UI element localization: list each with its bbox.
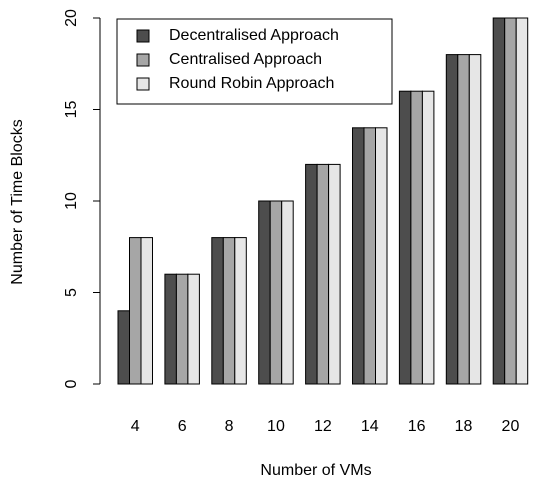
bar-1-18 [445, 54, 459, 385]
x-axis-title: Number of VMs [260, 462, 371, 479]
x-tick-label: 14 [361, 418, 379, 435]
bar-1-6 [164, 273, 177, 385]
bar-3-10 [281, 200, 294, 385]
x-tick-label: 16 [408, 418, 426, 435]
x-tick-label: 6 [178, 418, 187, 435]
bar-3-4 [140, 237, 153, 385]
bar-2-20 [504, 17, 517, 385]
y-tick-label: 15 [63, 101, 80, 119]
bar-2-18 [457, 54, 470, 385]
y-tick-label: 10 [63, 192, 80, 210]
x-tick-label: 4 [131, 418, 140, 435]
legend-label: Decentralised Approach [169, 27, 339, 44]
bar-3-16 [421, 90, 435, 385]
bar-3-8 [234, 237, 247, 385]
bar-2-8 [222, 237, 236, 385]
bar-2-4 [129, 237, 142, 385]
legend-label: Centralised Approach [169, 51, 322, 68]
bar-2-14 [363, 127, 376, 385]
y-axis-title: Number of Time Blocks [9, 119, 26, 284]
bar-3-12 [328, 163, 341, 385]
x-tick-label: 8 [225, 418, 234, 435]
bar-1-16 [398, 90, 412, 385]
bar-1-10 [258, 200, 271, 385]
legend-label: Round Robin Approach [169, 75, 334, 92]
x-tick-label: 12 [314, 418, 332, 435]
bar-1-4 [117, 310, 130, 385]
x-tick-label: 18 [455, 418, 473, 435]
bar-2-6 [175, 273, 189, 385]
bar-2-12 [316, 163, 330, 385]
x-tick-label: 20 [502, 418, 520, 435]
bar-1-12 [305, 163, 318, 385]
bar-2-16 [410, 90, 423, 385]
legend-box [116, 18, 393, 105]
legend-swatch [136, 53, 150, 67]
legend-swatch [136, 29, 150, 43]
bar-3-14 [375, 127, 388, 385]
bar-3-6 [187, 273, 200, 385]
bar-1-8 [211, 237, 224, 385]
y-tick-label: 20 [63, 9, 80, 27]
y-tick-label: 0 [63, 379, 80, 388]
bar-1-14 [352, 127, 365, 385]
bar-2-10 [269, 200, 283, 385]
legend: Decentralised Approach Centralised Approa… [116, 18, 393, 105]
bar-1-20 [492, 17, 506, 385]
bars-group [117, 17, 529, 385]
y-tick-label: 5 [63, 288, 80, 297]
x-axis: 4 6 8 10 12 14 16 18 20 [131, 418, 520, 435]
bar-3-18 [468, 54, 482, 385]
legend-swatch [136, 77, 150, 91]
bar-3-20 [515, 17, 529, 385]
x-tick-label: 10 [267, 418, 285, 435]
y-axis: 0 5 10 15 20 [63, 9, 101, 388]
